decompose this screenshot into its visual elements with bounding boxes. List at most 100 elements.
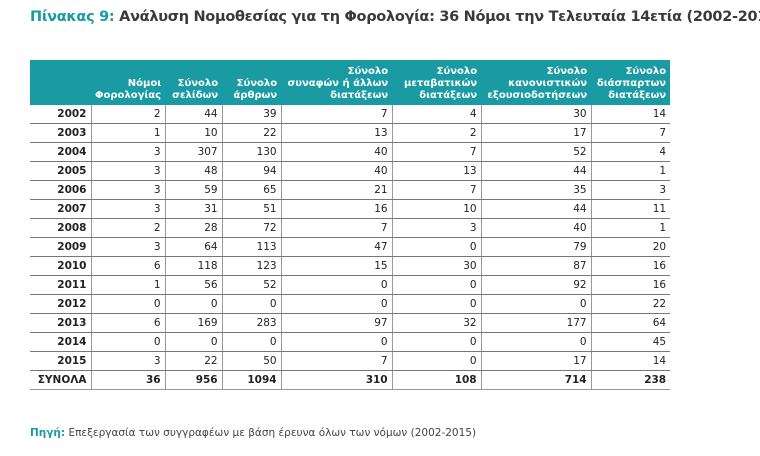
table-cell: 0 xyxy=(90,332,166,352)
table-cell: 6 xyxy=(90,313,166,333)
table-cell: 35 xyxy=(480,180,592,200)
table-cell: 40 xyxy=(480,218,592,238)
table-cell: 118 xyxy=(164,256,223,276)
table-cell: 30 xyxy=(480,105,592,124)
table-row: 2007 3 31 51 16 10 44 11 xyxy=(30,199,671,219)
table-cell: 13 xyxy=(280,123,393,143)
row-label: 2011 xyxy=(30,275,91,295)
row-label: 2009 xyxy=(30,237,91,257)
table-cell: 0 xyxy=(391,237,482,257)
table-cell: 45 xyxy=(590,332,671,352)
table-cell: 97 xyxy=(280,313,393,333)
table-cell: 7 xyxy=(280,351,393,371)
table-cell: 2 xyxy=(90,218,166,238)
header-row: Νόμοι Φορολογίας Σύνολο σελίδων Σύνολο άρθρων… xyxy=(30,60,671,105)
table-cell: 1094 xyxy=(221,370,282,390)
table-cell: 44 xyxy=(480,199,592,219)
table-cell: 7 xyxy=(391,180,482,200)
table-cell: 17 xyxy=(480,351,592,371)
column-header-line: Σύνολο xyxy=(177,78,219,89)
table-cell: 2 xyxy=(391,123,482,143)
table-cell: 177 xyxy=(480,313,592,333)
row-label: 2003 xyxy=(30,123,91,143)
table-cell: 113 xyxy=(221,237,282,257)
table-cell: 48 xyxy=(164,161,223,181)
table-cell: 10 xyxy=(164,123,223,143)
table-row: 2014 0 0 0 0 0 0 45 xyxy=(30,332,671,352)
table-cell: 310 xyxy=(280,370,393,390)
table-cell: 1 xyxy=(90,123,166,143)
table-cell: 94 xyxy=(221,161,282,181)
table-cell: 3 xyxy=(90,180,166,200)
tax-legislation-table: Νόμοι Φορολογίας Σύνολο σελίδων Σύνολο άρθρων… xyxy=(30,60,671,390)
table-cell: 123 xyxy=(221,256,282,276)
table-number: Πίνακας 9: xyxy=(30,9,115,25)
column-header: Νόμοι Φορολογίας xyxy=(91,60,166,105)
table-cell: 51 xyxy=(221,199,282,219)
table-cell: 0 xyxy=(221,332,282,352)
column-header xyxy=(30,60,91,105)
totals-row: ΣΥΝΟΛΑ 36 956 1094 310 108 714 238 xyxy=(30,370,671,390)
source-label: Πηγή: xyxy=(30,427,66,439)
row-label: ΣΥΝΟΛΑ xyxy=(30,370,91,390)
table-cell: 1 xyxy=(90,275,166,295)
table-cell: 30 xyxy=(391,256,482,276)
table-row: 2015 3 22 50 7 0 17 14 xyxy=(30,351,671,371)
row-label: 2007 xyxy=(30,199,91,219)
table-cell: 72 xyxy=(221,218,282,238)
table-cell: 50 xyxy=(221,351,282,371)
source-note: Πηγή: Επεξεργασία των συγγραφέων με βάση… xyxy=(30,427,476,439)
table-cell: 0 xyxy=(391,275,482,295)
table-cell: 65 xyxy=(221,180,282,200)
table-row: 2011 1 56 52 0 0 92 16 xyxy=(30,275,671,295)
table-cell: 44 xyxy=(480,161,592,181)
table-cell: 31 xyxy=(164,199,223,219)
column-header: Σύνολο διάσπαρτων διατάξεων xyxy=(591,60,671,105)
table-row: 2004 3 307 130 40 7 52 4 xyxy=(30,142,671,162)
column-header-line: διατάξεων xyxy=(419,90,478,101)
table-cell: 44 xyxy=(164,105,223,124)
table-row: 2012 0 0 0 0 0 0 22 xyxy=(30,294,671,314)
table-cell: 4 xyxy=(391,105,482,124)
column-header: Σύνολο άρθρων xyxy=(222,60,282,105)
table-cell: 32 xyxy=(391,313,482,333)
column-header-line: διάσπαρτων xyxy=(596,78,667,89)
table-cell: 4 xyxy=(590,142,671,162)
table-cell: 714 xyxy=(480,370,592,390)
table-cell: 10 xyxy=(391,199,482,219)
table-cell: 17 xyxy=(480,123,592,143)
table-cell: 0 xyxy=(480,294,592,314)
table-cell: 7 xyxy=(280,105,393,124)
column-header-line: Φορολογίας xyxy=(95,90,162,101)
table-cell: 40 xyxy=(280,161,393,181)
table-cell: 0 xyxy=(221,294,282,314)
column-header-line: εξουσιοδοτήσεων xyxy=(487,90,588,101)
column-header-line: Σύνολο xyxy=(625,66,667,77)
table-cell: 7 xyxy=(391,142,482,162)
table-row: 2006 3 59 65 21 7 35 3 xyxy=(30,180,671,200)
table-row: 2005 3 48 94 40 13 44 1 xyxy=(30,161,671,181)
table-cell: 56 xyxy=(164,275,223,295)
table-cell: 3 xyxy=(590,180,671,200)
row-label: 2004 xyxy=(30,142,91,162)
table-cell: 14 xyxy=(590,351,671,371)
table-cell: 87 xyxy=(480,256,592,276)
table-cell: 22 xyxy=(164,351,223,371)
table-cell: 36 xyxy=(90,370,166,390)
table-cell: 3 xyxy=(90,142,166,162)
row-label: 2010 xyxy=(30,256,91,276)
row-label: 2006 xyxy=(30,180,91,200)
column-header-line: συναφών ή άλλων xyxy=(287,78,389,89)
table-cell: 16 xyxy=(590,256,671,276)
table-cell: 0 xyxy=(480,332,592,352)
row-label: 2008 xyxy=(30,218,91,238)
table-cell: 3 xyxy=(90,199,166,219)
table-cell: 283 xyxy=(221,313,282,333)
column-header-line: άρθρων xyxy=(233,90,278,101)
table-cell: 0 xyxy=(164,332,223,352)
row-label: 2013 xyxy=(30,313,91,333)
table-cell: 79 xyxy=(480,237,592,257)
table-cell: 64 xyxy=(164,237,223,257)
table-cell: 0 xyxy=(280,275,393,295)
table-cell: 47 xyxy=(280,237,393,257)
